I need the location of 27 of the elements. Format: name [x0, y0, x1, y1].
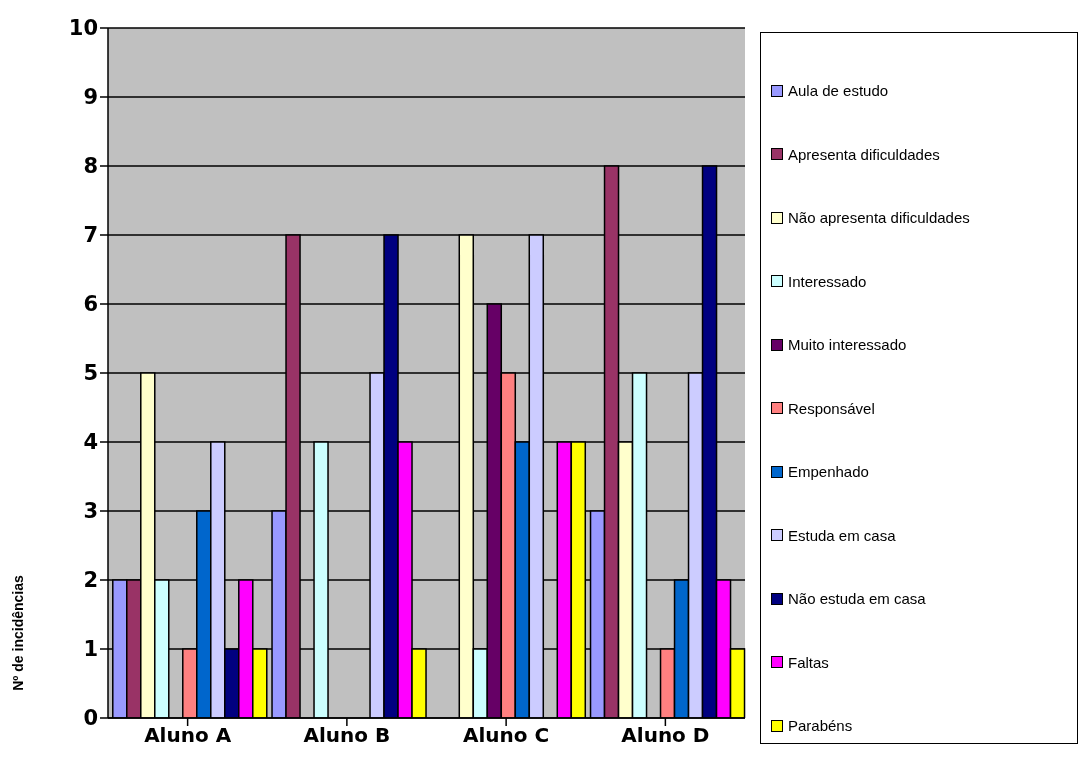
legend-label: Empenhado	[788, 463, 869, 481]
legend-label: Não estuda em casa	[788, 590, 926, 608]
y-tick-label: 3	[83, 499, 98, 524]
legend-label: Aula de estudo	[788, 82, 889, 100]
legend-label: Estuda em casa	[788, 526, 896, 544]
legend-label: Faltas	[788, 653, 829, 671]
x-tick-label: Aluno A	[144, 723, 232, 748]
legend-label: Parabéns	[788, 717, 853, 735]
y-tick-label: 6	[83, 292, 98, 317]
y-tick-label: 5	[83, 361, 98, 386]
y-tick-label: 1	[83, 637, 98, 662]
y-tick-label: 0	[83, 706, 98, 731]
y-tick-label: 7	[83, 223, 98, 248]
y-tick-label: 2	[83, 568, 98, 593]
y-axis-title: Nº de incidências	[9, 575, 26, 691]
x-tick-label: Aluno C	[463, 723, 550, 748]
legend-label: Interessado	[788, 272, 867, 290]
y-tick-label: 10	[68, 16, 98, 41]
legend-label: Apresenta dificuldades	[788, 145, 940, 163]
y-tick-label: 9	[83, 85, 98, 110]
y-tick-label: 8	[83, 154, 98, 179]
legend-label: Muito interessado	[788, 336, 907, 354]
x-tick-label: Aluno B	[303, 723, 391, 748]
y-tick-label: 4	[83, 430, 98, 455]
legend-label: Responsável	[788, 399, 875, 417]
legend-label: Não apresenta dificuldades	[788, 209, 970, 227]
x-tick-label: Aluno D	[621, 723, 710, 748]
